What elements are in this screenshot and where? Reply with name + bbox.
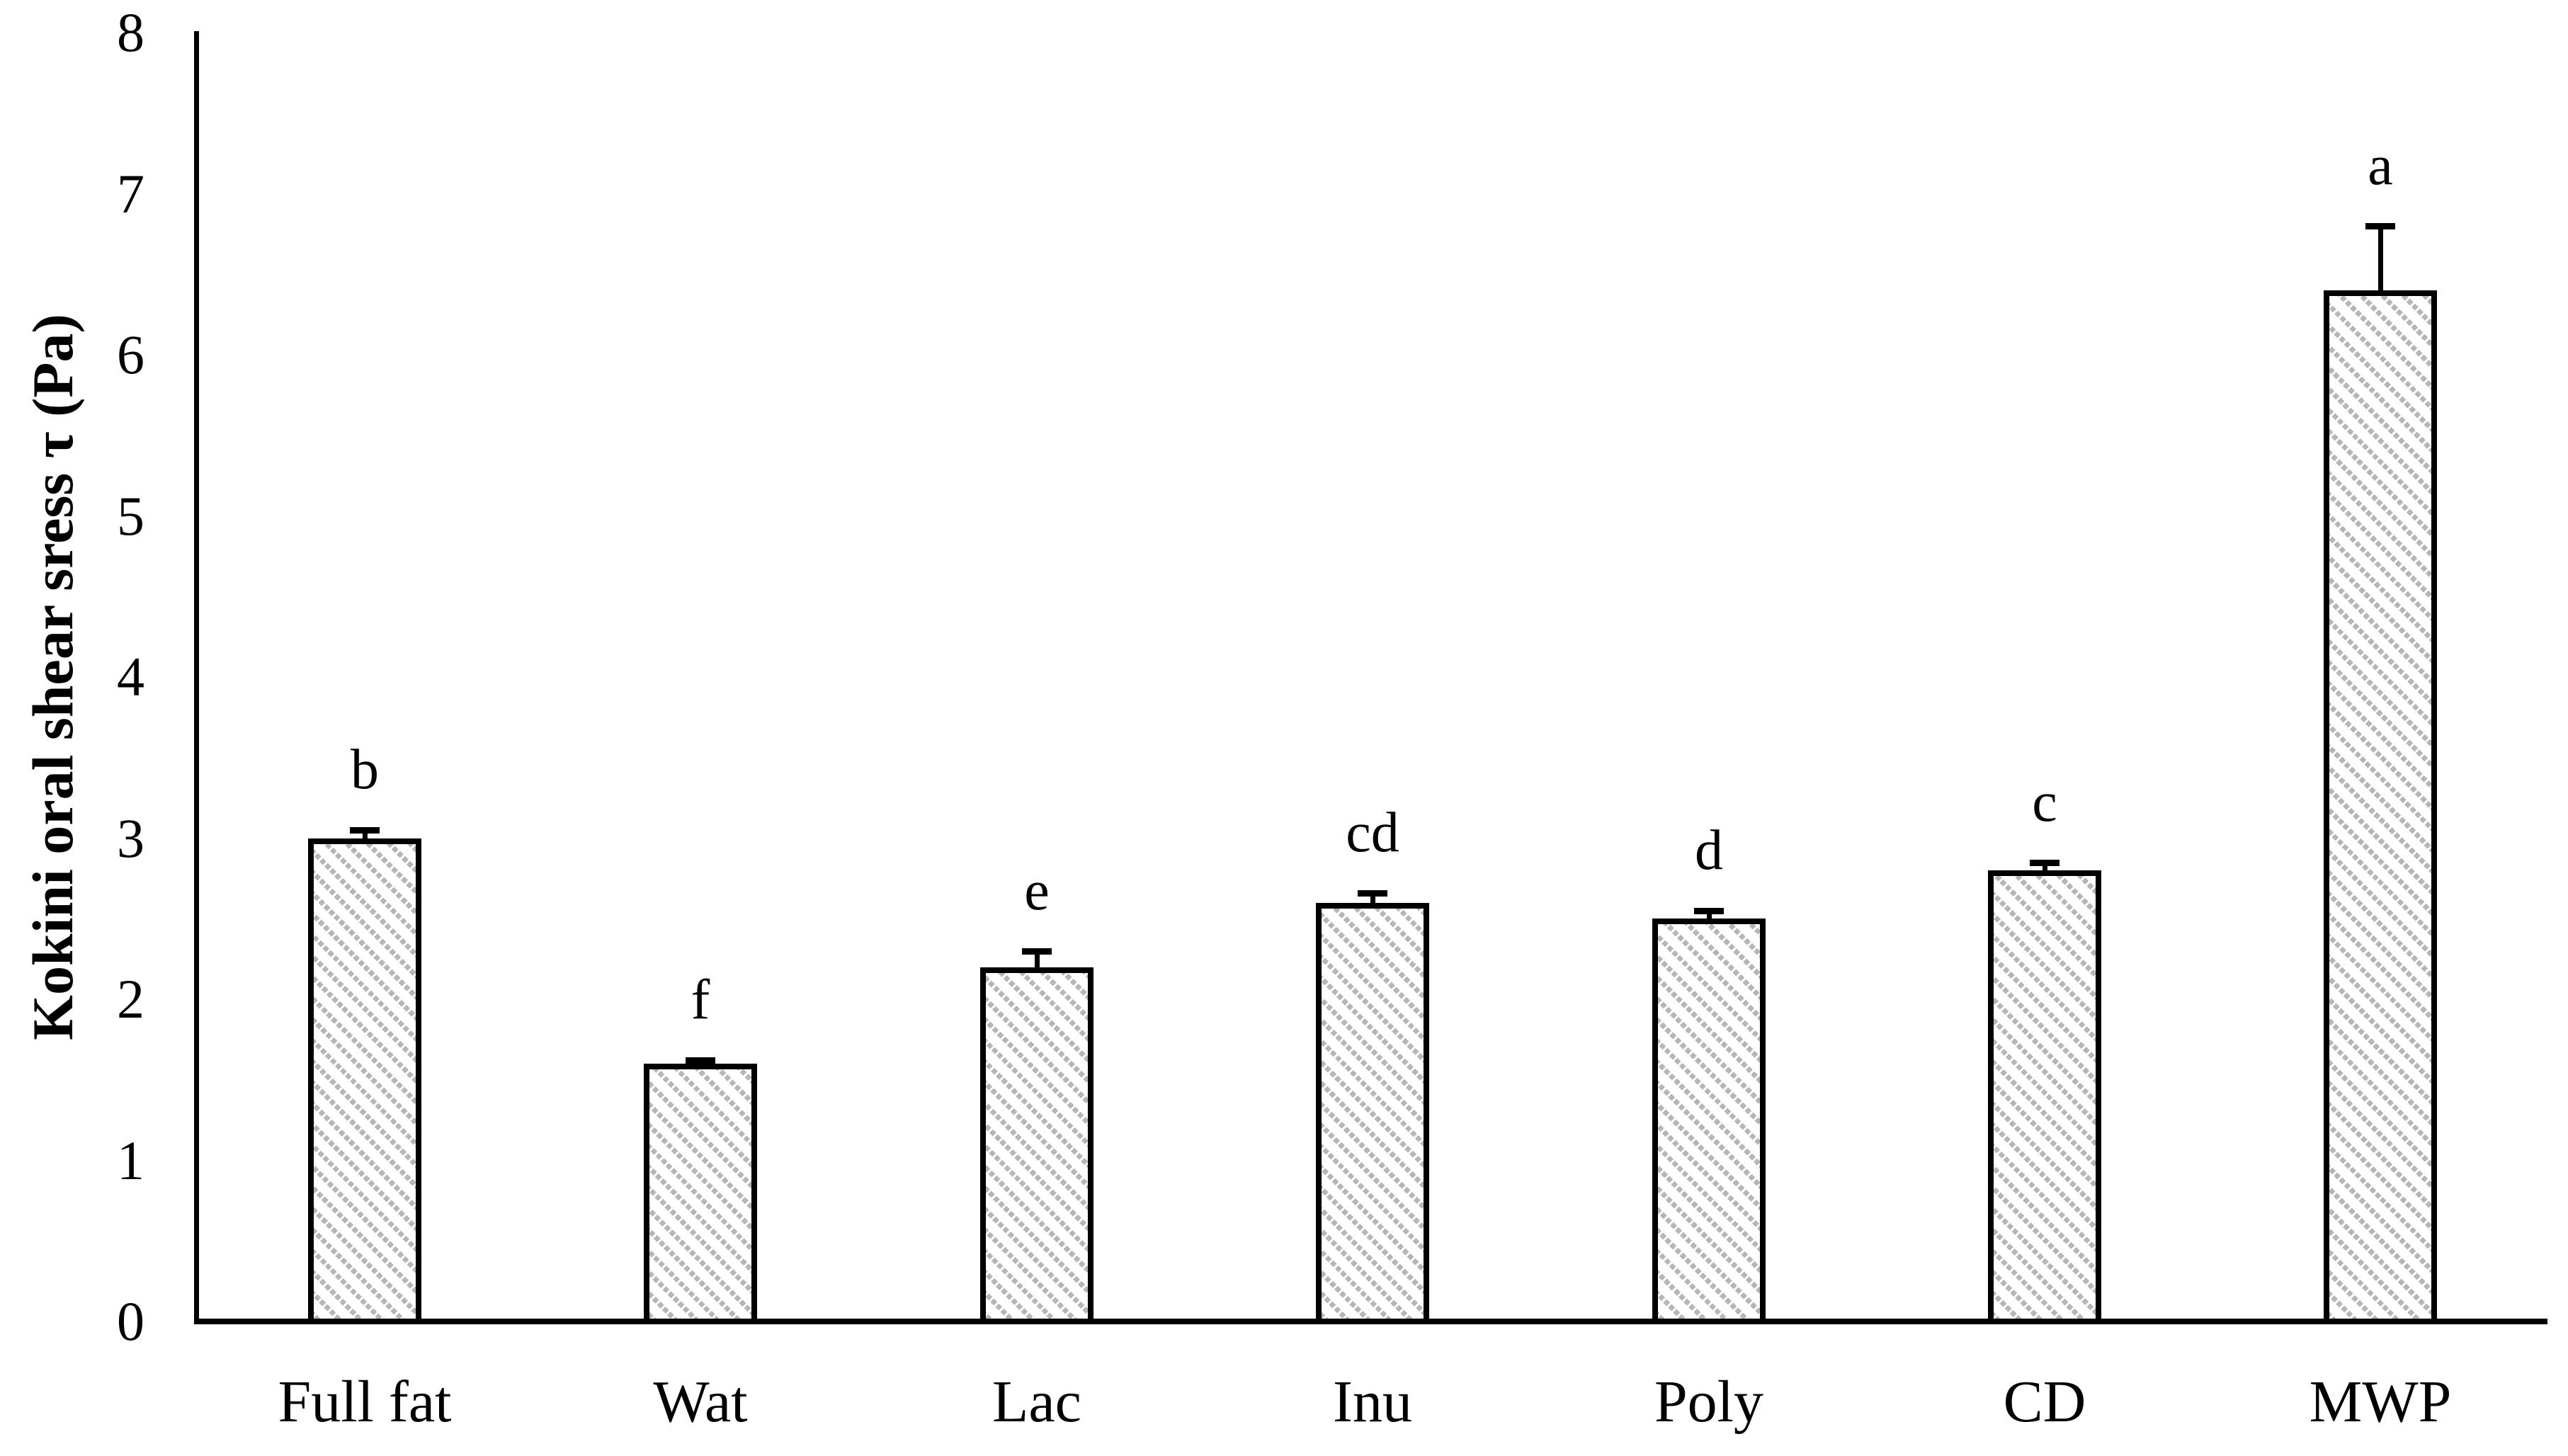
bar-cd: [1988, 870, 2101, 1324]
y-tick-label: 0: [117, 1290, 145, 1352]
x-category-label: CD: [2003, 1369, 2086, 1435]
x-category-label: Inu: [1333, 1369, 1412, 1435]
y-tick-label: 7: [117, 163, 145, 224]
bar-poly: [1652, 918, 1766, 1324]
bar-wat: [644, 1064, 757, 1324]
bar-lac: [980, 967, 1093, 1324]
error-bar-cap: [2030, 860, 2059, 866]
significance-letter: cd: [1346, 802, 1399, 864]
error-bar-cap: [1694, 908, 1724, 914]
bar-mwp: [2324, 290, 2437, 1324]
error-bar-whisker: [2378, 226, 2383, 290]
y-tick-label: 6: [117, 324, 145, 385]
y-tick-label: 2: [117, 968, 145, 1030]
y-axis-line: [194, 31, 199, 1324]
significance-letter: e: [1024, 860, 1050, 922]
error-bar-cap: [1358, 890, 1387, 897]
error-bar-whisker: [1707, 911, 1712, 918]
y-tick-label: 1: [117, 1130, 145, 1191]
bar-inu: [1316, 903, 1429, 1324]
x-category-label: Lac: [992, 1369, 1081, 1435]
significance-letter: d: [1695, 819, 1723, 882]
significance-letter: c: [2032, 771, 2057, 834]
error-bar-whisker: [363, 830, 368, 838]
error-bar-whisker: [1370, 893, 1375, 903]
error-bar-cap: [2365, 223, 2395, 229]
y-tick-label: 5: [117, 485, 145, 547]
bar-full-fat: [308, 838, 421, 1324]
y-tick-label: 4: [117, 646, 145, 707]
error-bar-whisker: [1035, 951, 1040, 967]
error-bar-whisker: [2043, 863, 2047, 870]
y-tick-label: 3: [117, 807, 145, 869]
error-bar-cap: [1022, 948, 1052, 955]
y-tick-label: 8: [117, 1, 145, 63]
significance-letter: b: [351, 739, 379, 801]
significance-letter: a: [2368, 135, 2393, 197]
x-category-label: MWP: [2309, 1369, 2452, 1435]
significance-letter: f: [691, 969, 710, 1031]
x-category-label: Wat: [653, 1369, 748, 1435]
x-category-label: Poly: [1654, 1369, 1764, 1435]
x-category-label: Full fat: [278, 1369, 452, 1435]
error-bar-cap: [686, 1057, 715, 1064]
error-bar-cap: [350, 827, 380, 834]
